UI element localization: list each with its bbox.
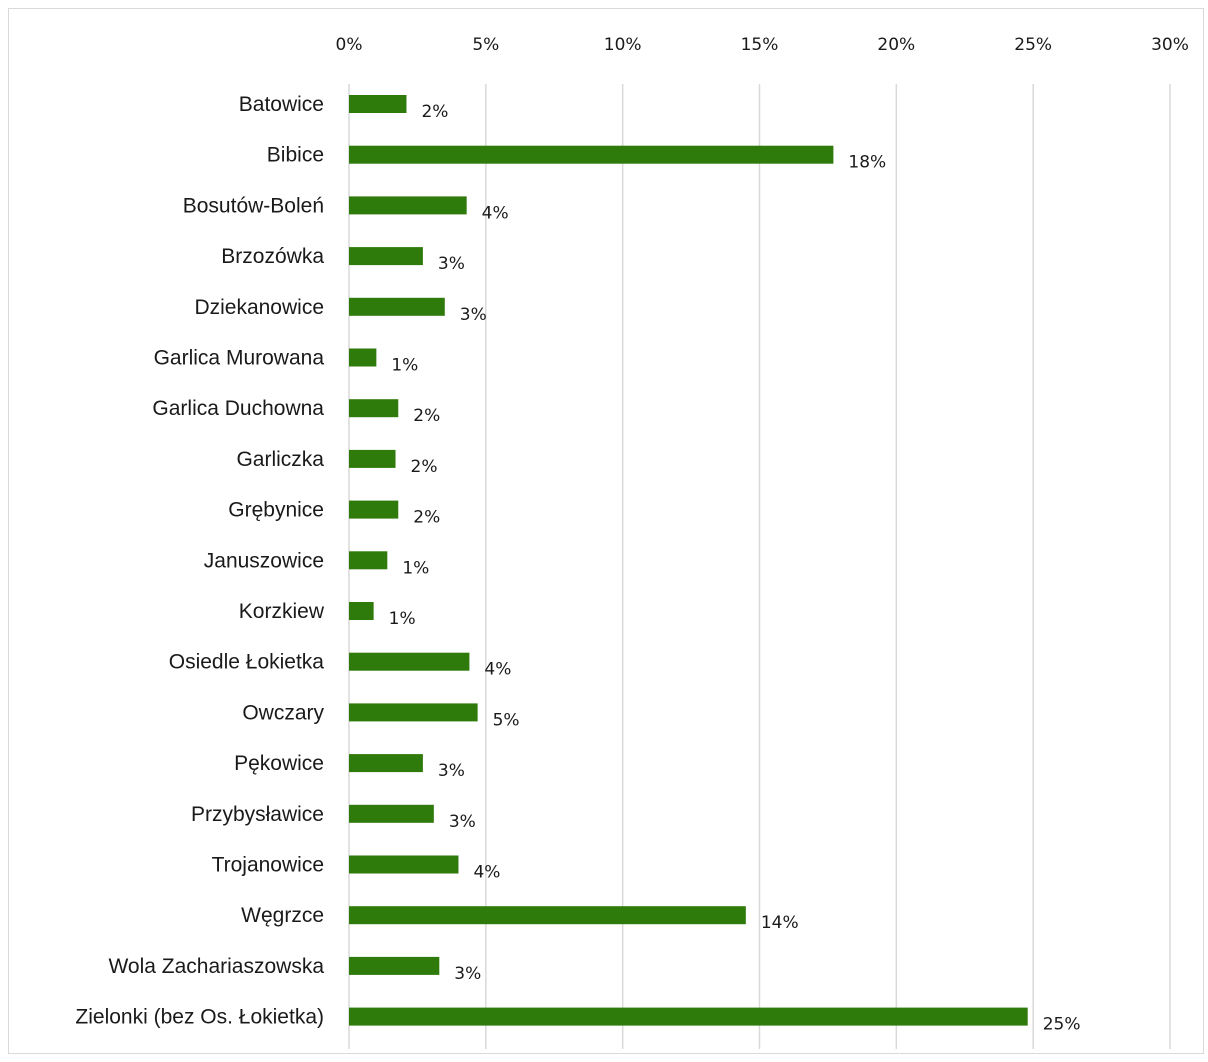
data-label: 18% (848, 153, 886, 173)
category-label: Przybysławice (191, 803, 324, 826)
x-tick-label: 20% (877, 35, 915, 55)
x-tick-label: 30% (1151, 35, 1189, 55)
data-label: 3% (438, 761, 465, 781)
bar (349, 956, 440, 975)
category-label: Korzkiew (239, 600, 325, 623)
category-label: Garlica Murowana (154, 347, 325, 370)
bar (349, 399, 399, 418)
category-label: Pękowice (234, 752, 324, 775)
data-label: 2% (413, 406, 440, 426)
bar (349, 804, 434, 823)
bar (349, 348, 377, 367)
category-label: Garlica Duchowna (152, 397, 324, 420)
category-label: Węgrzce (241, 904, 324, 927)
data-label: 2% (411, 457, 438, 477)
bars (349, 95, 1028, 1026)
data-label: 5% (493, 710, 520, 730)
data-label: 1% (389, 609, 416, 629)
bar (349, 906, 746, 925)
category-labels: Batowice Bibice Bosutów-Boleń Brzozówka Dzie… (75, 93, 324, 1029)
bar (349, 652, 470, 671)
bar-chart: 0% 5% 10% 15% 20% 25% 30% Batowice Bibice Bosutó… (75, 35, 1189, 1049)
bar (349, 297, 445, 316)
data-labels: 2% 18% 4% 3% 3% 1% 2% 2% 2% 1% 1% 4% 5% 3% 3% 4% 14% 3% 25… (389, 102, 1081, 1035)
category-label: Osiedle Łokietka (169, 651, 325, 674)
data-label: 1% (402, 558, 429, 578)
data-label: 3% (438, 254, 465, 274)
category-label: Bibice (267, 144, 324, 167)
x-tick-label: 15% (741, 35, 779, 55)
data-label: 2% (413, 508, 440, 528)
bar (349, 449, 396, 468)
bar (349, 247, 423, 266)
data-label: 25% (1043, 1015, 1081, 1035)
bar (349, 855, 459, 874)
category-label: Grębynice (228, 499, 324, 522)
x-tick-label: 10% (604, 35, 642, 55)
bar (349, 145, 834, 164)
bar (349, 196, 467, 215)
data-label: 4% (473, 863, 500, 883)
bar (349, 703, 478, 722)
category-label: Dziekanowice (194, 296, 324, 319)
gridlines (348, 84, 1171, 1049)
data-label: 3% (449, 812, 476, 832)
data-label: 3% (454, 964, 481, 984)
category-label: Owczary (242, 701, 324, 724)
bar (349, 754, 423, 773)
category-label: Brzozówka (221, 245, 324, 268)
category-label: Garliczka (236, 448, 324, 471)
category-label: Batowice (239, 93, 324, 116)
data-label: 1% (391, 356, 418, 376)
x-tick-label: 5% (472, 35, 499, 55)
data-label: 14% (761, 913, 799, 933)
bar (349, 95, 407, 113)
category-label: Zielonki (bez Os. Łokietka) (75, 1006, 324, 1029)
bar (349, 500, 399, 519)
chart-frame: 0% 5% 10% 15% 20% 25% 30% Batowice Bibice Bosutó… (8, 8, 1204, 1054)
data-label: 3% (460, 305, 487, 325)
category-label: Wola Zachariaszowska (108, 955, 324, 978)
bar (349, 1007, 1028, 1026)
category-label: Bosutów-Boleń (183, 194, 324, 217)
data-label: 4% (484, 660, 511, 680)
x-axis-ticks: 0% 5% 10% 15% 20% 25% 30% (336, 35, 1189, 55)
category-label: Januszowice (204, 549, 324, 572)
bar (349, 602, 374, 620)
x-tick-label: 25% (1014, 35, 1052, 55)
data-label: 2% (421, 102, 448, 122)
data-label: 4% (482, 203, 509, 223)
category-label: Trojanowice (212, 854, 324, 877)
bar (349, 551, 388, 570)
x-tick-label: 0% (336, 35, 363, 55)
